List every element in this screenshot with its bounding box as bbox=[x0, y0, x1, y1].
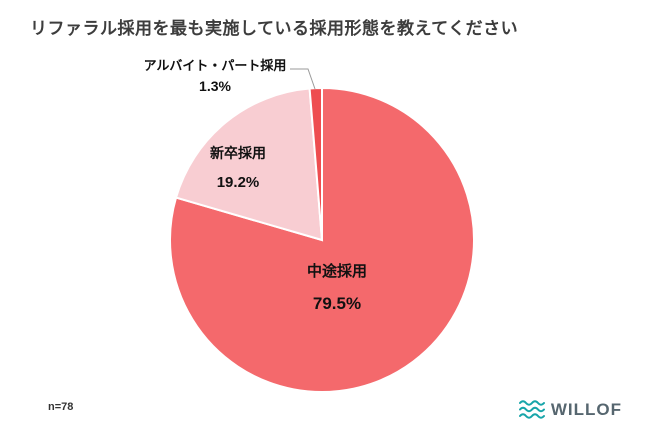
pie-slice bbox=[169, 86, 475, 393]
pie-slice bbox=[174, 87, 324, 242]
pie-label-percent: 19.2% bbox=[216, 173, 260, 191]
pie-label-percent: 79.5% bbox=[312, 294, 362, 314]
pie-slice bbox=[308, 86, 323, 241]
pie-label-category: アルバイト・パート採用 bbox=[143, 58, 287, 73]
sample-size-label: n=78 bbox=[48, 401, 74, 413]
chart-title: リファラル採用を最も実施している採用形態を教えてください bbox=[30, 19, 519, 38]
pie-label-percent: 1.3% bbox=[199, 78, 231, 95]
pie-label-arbeit-part: アルバイト・パート採用 1.3% bbox=[115, 56, 315, 98]
willof-wave-icon bbox=[518, 400, 545, 419]
pie-label-shinsotsu: 新卒採用 19.2% bbox=[158, 143, 318, 194]
pie-label-category: 新卒採用 bbox=[210, 145, 266, 161]
leader-line bbox=[290, 68, 316, 90]
willof-logo-text: WILLOF bbox=[550, 400, 622, 419]
pie-label-chuto: 中途採用 79.5% bbox=[257, 260, 417, 318]
pie-label-category: 中途採用 bbox=[306, 263, 367, 280]
willof-logo: WILLOF bbox=[518, 399, 622, 421]
